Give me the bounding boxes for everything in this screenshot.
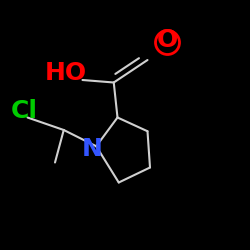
Text: N: N <box>82 138 102 162</box>
Text: Cl: Cl <box>10 99 37 123</box>
Text: O: O <box>157 28 178 52</box>
Text: HO: HO <box>45 60 87 84</box>
